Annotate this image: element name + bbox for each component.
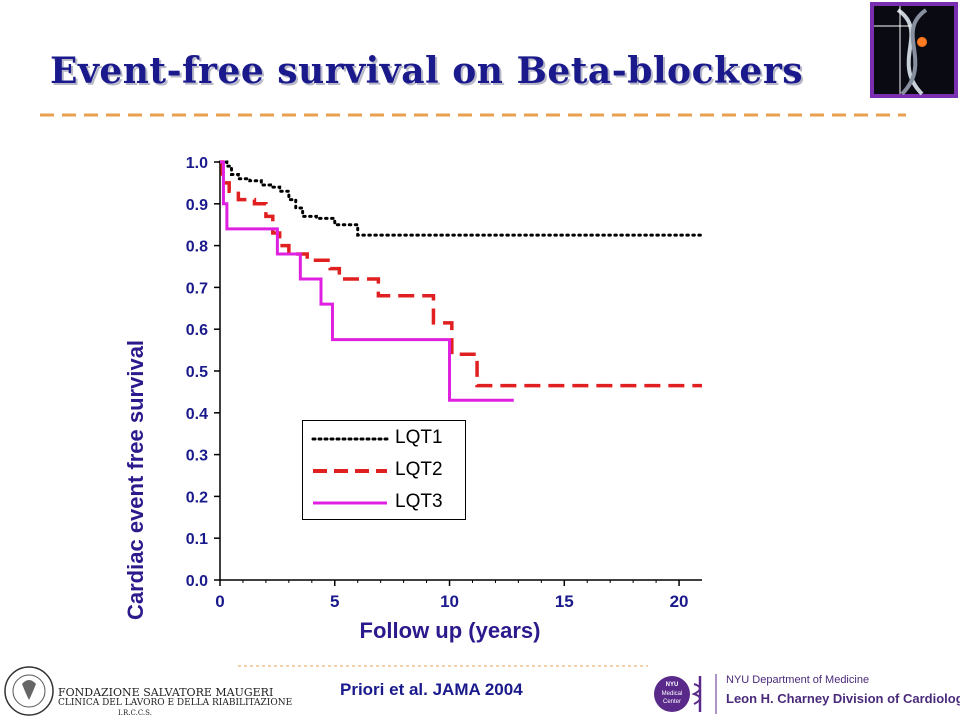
y-tick-label: 0.9 [186, 197, 208, 214]
y-tick-label: 0.7 [186, 280, 208, 297]
series-line-lqt2 [220, 160, 702, 388]
legend-swatch-lqt1 [311, 437, 389, 441]
legend-item-lqt2: LQT2 [303, 455, 465, 485]
maugeri-irccs: I.R.C.C.S. [118, 709, 152, 717]
nyu-division: Leon H. Charney Division of Cardiology [726, 691, 960, 706]
y-tick-label: 0.8 [186, 239, 208, 256]
y-tick-label: 0.3 [186, 448, 208, 465]
dna-helix-image [870, 2, 958, 98]
y-tick-label: 0.4 [186, 406, 208, 423]
legend-label-lqt1: LQT1 [395, 427, 443, 448]
legend-item-lqt3: LQT3 [303, 487, 465, 517]
series-line-lqt1 [218, 160, 704, 237]
x-tick-label: 10 [440, 592, 459, 611]
legend-item-lqt1: LQT1 [303, 423, 465, 453]
maugeri-name: FONDAZIONE SALVATORE MAUGERI [58, 686, 274, 699]
legend-swatch-lqt3 [313, 501, 387, 505]
y-tick-label: 1.0 [186, 155, 208, 172]
y-tick-label: 0.1 [186, 531, 208, 548]
slide-title: Event-free survival on Beta-blockers [50, 50, 804, 92]
y-tick-label: 0.0 [186, 573, 208, 590]
y-tick-label: 0.5 [186, 364, 208, 381]
y-axis-title: Cardiac event free survival [123, 339, 148, 620]
chart-legend: LQT1 LQT2 LQT3 [302, 420, 466, 520]
title-divider [40, 113, 906, 117]
svg-text:Center: Center [663, 699, 681, 705]
y-tick-label: 0.2 [186, 489, 208, 506]
x-tick-label: 0 [215, 592, 224, 611]
nyu-logo: NYU Medical Center [654, 674, 717, 714]
x-tick-label: 5 [330, 592, 339, 611]
svg-text:NYU: NYU [666, 682, 679, 688]
x-axis-title: Follow up (years) [359, 618, 541, 643]
legend-label-lqt2: LQT2 [395, 459, 443, 480]
footer-divider [238, 665, 648, 667]
legend-label-lqt3: LQT3 [395, 491, 443, 512]
maugeri-subtitle: CLINICA DEL LAVORO E DELLA RIABILITAZION… [58, 698, 293, 708]
x-tick-label: 15 [555, 592, 574, 611]
maugeri-logo [2, 664, 238, 718]
svg-text:Medical: Medical [662, 691, 683, 697]
citation: Priori et al. JAMA 2004 [340, 680, 523, 699]
nyu-department: NYU Department of Medicine [726, 674, 870, 686]
legend-swatch-lqt2 [313, 469, 387, 473]
series-line-lqt3 [220, 160, 514, 402]
y-tick-label: 0.6 [186, 322, 208, 339]
x-tick-label: 20 [670, 592, 689, 611]
y-axis-title-wrap: Cardiac event free survival [118, 339, 154, 620]
